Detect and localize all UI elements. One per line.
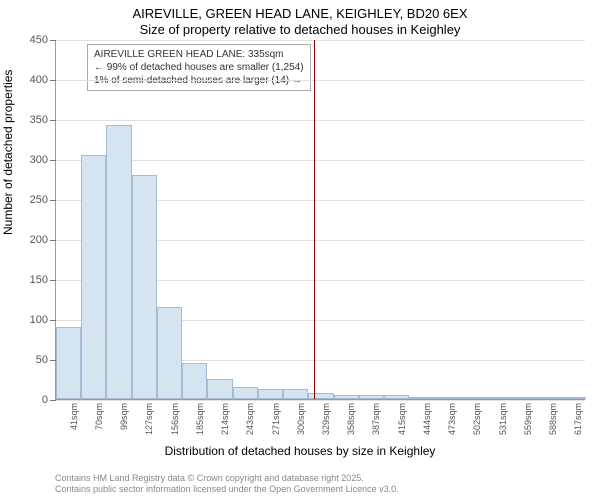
gridline [56, 400, 585, 401]
x-tick-label: 444sqm [422, 403, 432, 435]
y-tick [50, 400, 56, 401]
x-tick-label: 70sqm [94, 403, 104, 430]
x-tick-label: 559sqm [523, 403, 533, 435]
gridline [56, 40, 585, 41]
y-tick [50, 160, 56, 161]
y-axis-label: Number of detached properties [1, 70, 15, 235]
x-tick-label: 214sqm [220, 403, 230, 435]
histogram-bar [283, 389, 308, 399]
x-tick-label: 387sqm [371, 403, 381, 435]
y-tick [50, 240, 56, 241]
footer-line1: Contains HM Land Registry data © Crown c… [55, 473, 399, 484]
y-tick-label: 400 [30, 74, 48, 86]
gridline [56, 120, 585, 121]
x-tick-label: 243sqm [245, 403, 255, 435]
histogram-bar [132, 175, 157, 399]
x-tick-label: 531sqm [498, 403, 508, 435]
x-tick-label: 473sqm [447, 403, 457, 435]
y-tick-label: 350 [30, 114, 48, 126]
x-tick-label: 185sqm [195, 403, 205, 435]
histogram-bar [56, 327, 81, 399]
histogram-bar [384, 395, 409, 399]
x-tick-label: 415sqm [397, 403, 407, 435]
chart-title-line1: AIREVILLE, GREEN HEAD LANE, KEIGHLEY, BD… [0, 6, 600, 21]
histogram-chart: AIREVILLE, GREEN HEAD LANE, KEIGHLEY, BD… [0, 0, 600, 500]
x-tick-label: 127sqm [144, 403, 154, 435]
histogram-bar [308, 393, 333, 399]
histogram-bar [233, 387, 258, 399]
x-tick-label: 300sqm [296, 403, 306, 435]
y-tick-label: 50 [36, 354, 48, 366]
annotation-box: AIREVILLE GREEN HEAD LANE: 335sqm ← 99% … [87, 44, 311, 91]
y-tick-label: 200 [30, 234, 48, 246]
y-tick-label: 250 [30, 194, 48, 206]
plot-area: AIREVILLE GREEN HEAD LANE: 335sqm ← 99% … [55, 40, 585, 400]
x-tick-label: 617sqm [573, 403, 583, 435]
footer-line2: Contains public sector information licen… [55, 484, 399, 495]
y-tick [50, 40, 56, 41]
histogram-bar [561, 397, 586, 399]
gridline [56, 160, 585, 161]
annotation-line1: AIREVILLE GREEN HEAD LANE: 335sqm [94, 48, 304, 61]
y-tick-label: 100 [30, 314, 48, 326]
x-tick-label: 271sqm [271, 403, 281, 435]
y-tick [50, 120, 56, 121]
histogram-bar [207, 379, 232, 399]
histogram-bar [157, 307, 182, 399]
x-tick-label: 156sqm [170, 403, 180, 435]
histogram-bar [536, 397, 561, 399]
x-tick-label: 358sqm [346, 403, 356, 435]
x-tick-label: 588sqm [548, 403, 558, 435]
y-tick-label: 0 [42, 394, 48, 406]
histogram-bar [182, 363, 207, 399]
y-tick-label: 450 [30, 34, 48, 46]
x-tick-label: 41sqm [69, 403, 79, 430]
x-tick-label: 329sqm [321, 403, 331, 435]
y-tick [50, 320, 56, 321]
marker-line [314, 40, 315, 399]
y-tick [50, 80, 56, 81]
histogram-bar [81, 155, 106, 399]
histogram-bar [106, 125, 131, 399]
gridline [56, 80, 585, 81]
histogram-bar [485, 397, 510, 399]
annotation-line2: ← 99% of detached houses are smaller (1,… [94, 61, 304, 74]
histogram-bar [510, 397, 535, 399]
x-axis-label: Distribution of detached houses by size … [0, 444, 600, 458]
histogram-bar [334, 395, 359, 399]
footer-attribution: Contains HM Land Registry data © Crown c… [55, 473, 399, 496]
histogram-bar [409, 397, 434, 399]
y-tick-label: 300 [30, 154, 48, 166]
chart-title-line2: Size of property relative to detached ho… [0, 22, 600, 37]
y-tick [50, 200, 56, 201]
histogram-bar [258, 389, 283, 399]
x-tick-label: 502sqm [472, 403, 482, 435]
y-tick [50, 280, 56, 281]
histogram-bar [460, 397, 485, 399]
histogram-bar [359, 395, 384, 399]
histogram-bar [435, 397, 460, 399]
x-tick-label: 99sqm [119, 403, 129, 430]
y-tick-label: 150 [30, 274, 48, 286]
